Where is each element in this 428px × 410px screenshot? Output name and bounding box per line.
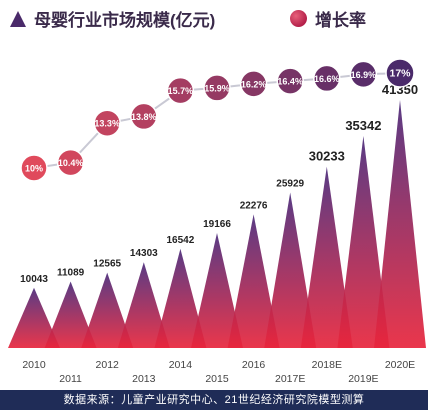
x-tick-2010: 2010 [22,359,46,371]
bar-2010 [8,287,60,348]
growth-label-2012: 13.3% [94,119,120,129]
growth-point-2012 [93,109,121,137]
growth-point-2011 [56,148,85,177]
value-label-2012: 12565 [93,259,121,270]
growth-label-2020E: 17% [389,68,411,80]
x-tick-2017E: 2017E [275,373,305,385]
growth-point-2017E [276,67,304,95]
growth-label-2011: 10.4% [58,158,84,168]
x-tick-2013: 2013 [132,373,156,385]
legend-growth: 增长率 [290,6,366,31]
legend-growth-label: 增长率 [315,11,366,30]
x-tick-2012: 2012 [96,359,120,371]
x-tick-2014: 2014 [169,359,193,371]
value-label-2014: 16542 [166,235,194,246]
x-tick-2018E: 2018E [312,359,342,371]
bar-2014 [154,248,207,348]
value-label-2019E: 35342 [345,118,381,133]
growth-point-2014 [166,76,195,105]
bar-2016 [227,214,280,348]
growth-label-2018E: 16.6% [314,74,340,84]
bar-2020E [374,100,426,348]
legend-market-label: 母婴行业市场规模(亿元) [34,11,216,30]
x-tick-2019E: 2019E [348,373,378,385]
legend-market: 母婴行业市场规模(亿元) [10,6,215,31]
growth-point-2019E [349,60,378,89]
value-label-2016: 22276 [240,200,268,211]
x-tick-2020E: 2020E [385,359,415,371]
value-label-2018E: 30233 [309,149,345,164]
bar-2013 [117,262,170,348]
growth-point-2010 [20,154,48,182]
source-note: 数据来源：儿童产业研究中心、21世纪经济研究院模型测算 [0,390,428,410]
x-tick-2015: 2015 [205,373,229,385]
x-tick-2016: 2016 [242,359,266,371]
value-label-2017E: 25929 [276,178,304,189]
bar-2015 [191,233,243,348]
growth-label-2014: 15.7% [168,86,194,96]
growth-label-2019E: 16.9% [351,70,377,80]
value-label-2011: 11089 [57,267,85,278]
growth-point-2016 [239,70,268,98]
value-label-2010: 10043 [20,274,48,285]
x-tick-2011: 2011 [59,373,82,385]
value-label-2020E: 41350 [382,82,418,97]
growth-point-2015 [203,74,231,102]
circle-marker-icon [290,10,307,27]
bar-2018E [300,166,353,348]
growth-label-2017E: 16.4% [277,77,303,87]
growth-label-2013: 13.8% [131,112,157,122]
growth-point-2020E [385,58,415,88]
growth-point-2018E [313,64,341,93]
bar-2011 [44,281,97,348]
growth-point-2013 [130,102,158,131]
growth-label-2015: 15.9% [204,83,230,93]
growth-label-2016: 16.2% [241,79,267,89]
bar-2017E [264,192,317,348]
triangle-marker-icon [10,10,26,27]
bar-2012 [81,272,134,348]
bar-2019E [337,136,390,348]
growth-label-2010: 10% [25,164,43,174]
value-label-2013: 14303 [130,248,158,259]
value-label-2015: 19166 [203,219,231,230]
